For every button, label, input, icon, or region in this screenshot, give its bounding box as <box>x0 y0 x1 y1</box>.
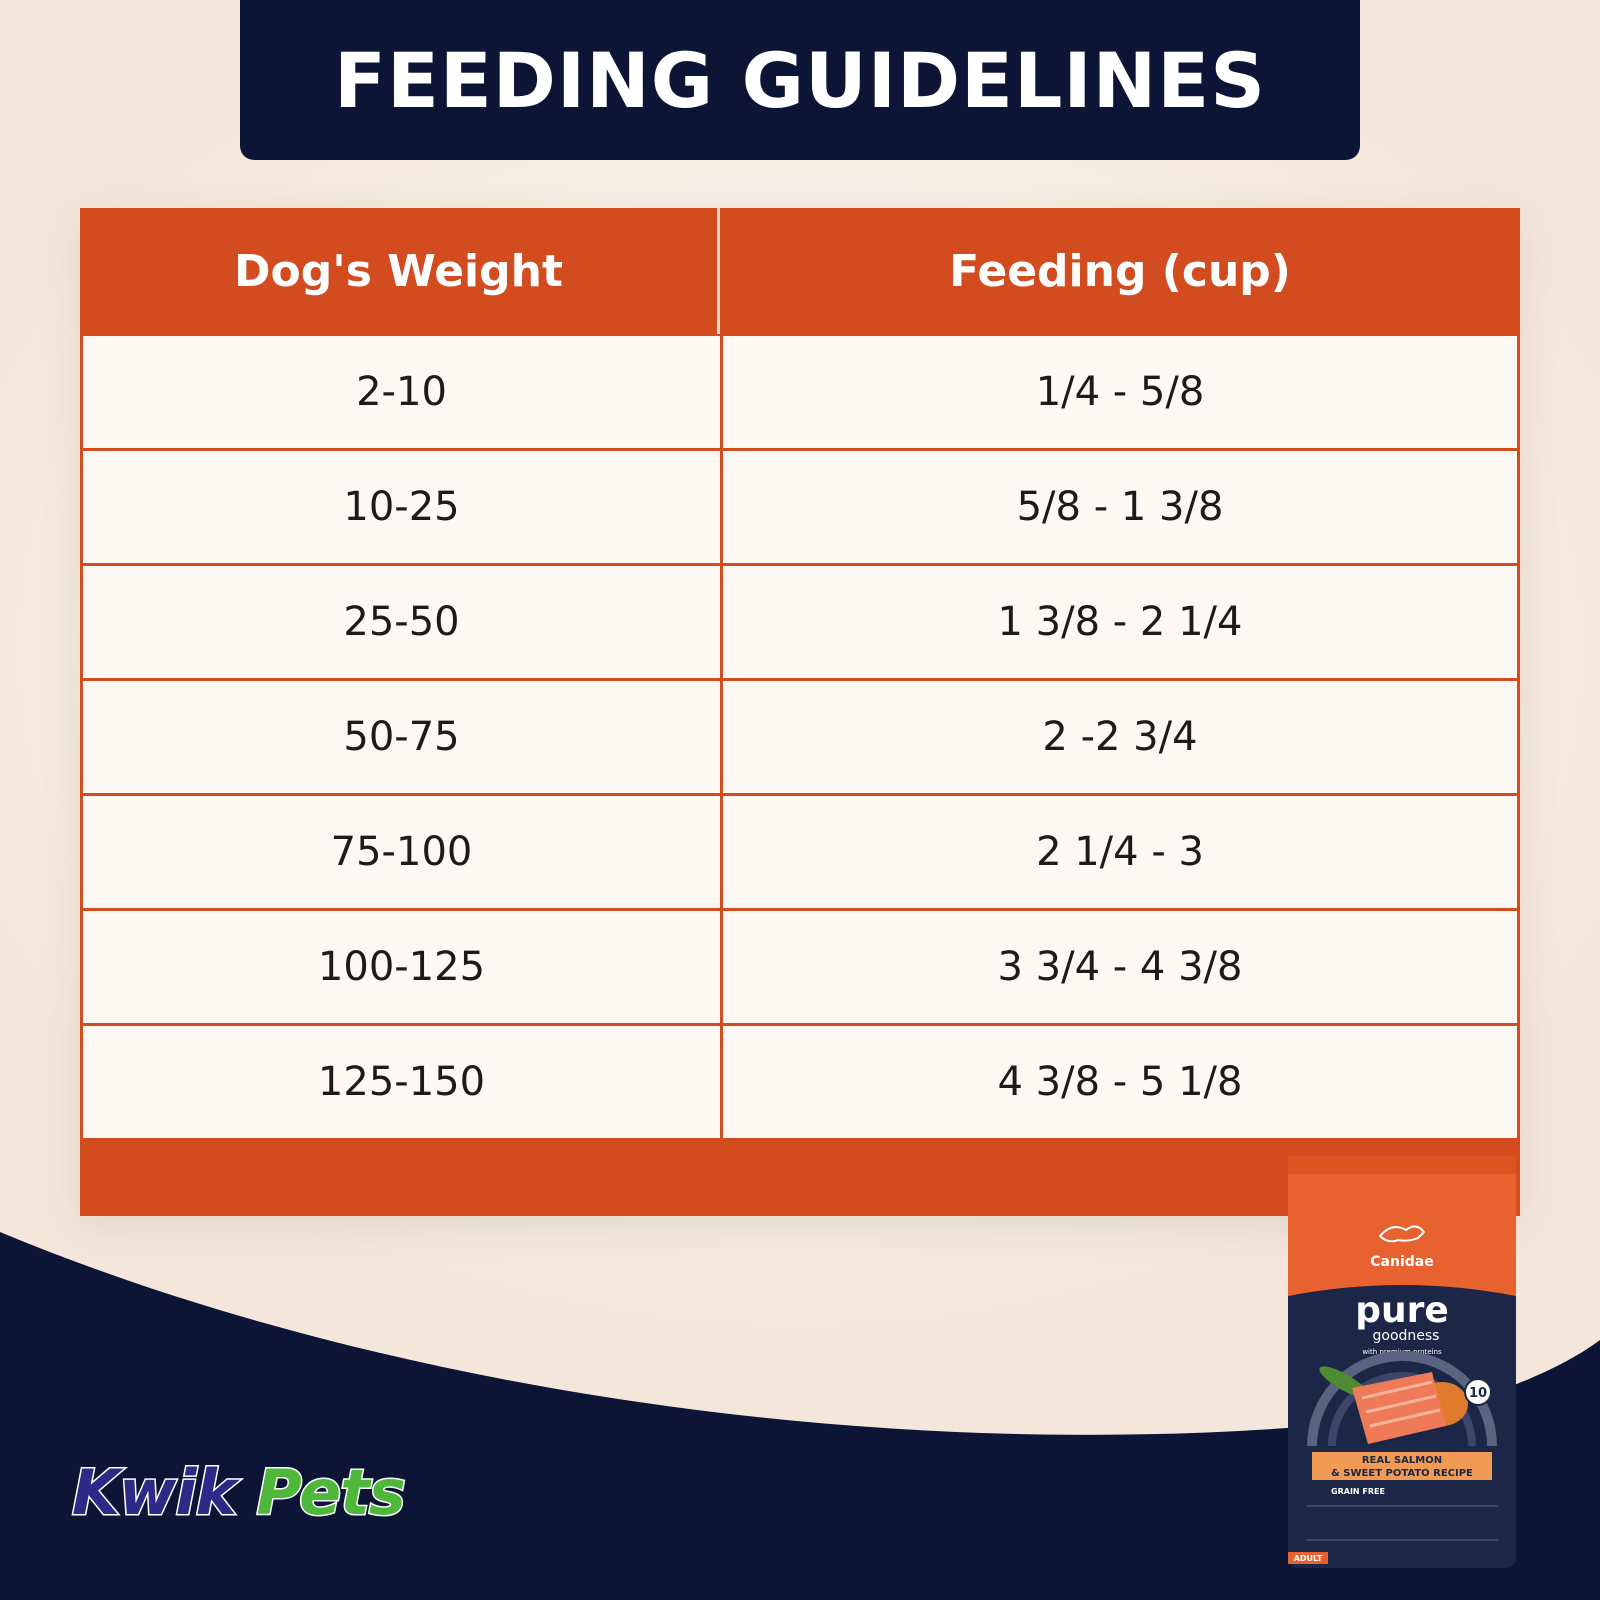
feeding-cell: 5/8 - 1 3/8 <box>723 451 1517 563</box>
table-row: 125-150 4 3/8 - 5 1/8 <box>83 1026 1517 1138</box>
weight-cell: 75-100 <box>83 796 720 908</box>
bag-line: pure <box>1355 1290 1449 1331</box>
feeding-cell: 1 3/8 - 2 1/4 <box>723 566 1517 678</box>
table-row: 75-100 2 1/4 - 3 <box>83 796 1517 908</box>
feeding-cell: 2 -2 3/4 <box>723 681 1517 793</box>
table-row: 100-125 3 3/4 - 4 3/8 <box>83 911 1517 1023</box>
feeding-cell: 1/4 - 5/8 <box>723 336 1517 448</box>
kwik-pets-logo: Kwik Pets <box>71 1455 408 1531</box>
badge-number: 10 <box>1469 1386 1487 1401</box>
page-title: FEEDING GUIDELINES <box>334 35 1266 125</box>
bag-seal <box>1288 1156 1516 1174</box>
feeding-cell: 2 1/4 - 3 <box>723 796 1517 908</box>
stage-tag <box>1288 1552 1328 1564</box>
table-header-row: Dog's Weight Feeding (cup) <box>80 208 1520 334</box>
feeding-cell: 4 3/8 - 5 1/8 <box>723 1026 1517 1138</box>
logo-kwik-text: Kwik <box>71 1455 239 1531</box>
salmon-stripes <box>1361 1380 1441 1428</box>
bag-arc-inner <box>1328 1372 1476 1447</box>
bag-subline: goodness <box>1373 1328 1440 1344</box>
weight-cell: 50-75 <box>83 681 720 793</box>
table-row: 50-75 2 -2 3/4 <box>83 681 1517 793</box>
column-header-feeding: Feeding (cup) <box>949 245 1291 297</box>
product-bag-image: Canidae pure goodness with premium prote… <box>1288 1156 1516 1568</box>
feeding-table: Dog's Weight Feeding (cup) 2-10 1/4 - 5/… <box>80 208 1520 1216</box>
ingredient-badge <box>1464 1378 1492 1406</box>
weight-cell: 125-150 <box>83 1026 720 1138</box>
weight-cell: 100-125 <box>83 911 720 1023</box>
recipe-banner <box>1312 1452 1492 1480</box>
weight-cell: 25-50 <box>83 566 720 678</box>
table-row: 10-25 5/8 - 1 3/8 <box>83 451 1517 563</box>
table-row: 25-50 1 3/8 - 2 1/4 <box>83 566 1517 678</box>
bag-arc <box>1307 1351 1497 1447</box>
dog-logo-icon <box>1378 1225 1426 1243</box>
grain-free-label: GRAIN FREE <box>1331 1487 1385 1496</box>
bag-brand: Canidae <box>1370 1254 1433 1270</box>
weight-cell: 10-25 <box>83 451 720 563</box>
recipe-line-1: REAL SALMON <box>1362 1455 1442 1466</box>
table-body: 2-10 1/4 - 5/8 10-25 5/8 - 1 3/8 25-50 1… <box>83 336 1517 1141</box>
stage-label: ADULT <box>1294 1554 1323 1563</box>
title-banner: FEEDING GUIDELINES <box>240 0 1360 160</box>
weight-cell: 2-10 <box>83 336 720 448</box>
recipe-line-2: & SWEET POTATO RECIPE <box>1331 1468 1473 1479</box>
table-row: 2-10 1/4 - 5/8 <box>83 336 1517 448</box>
bag-top-panel <box>1288 1156 1516 1296</box>
column-header-weight: Dog's Weight <box>80 208 720 334</box>
feeding-cell: 3 3/4 - 4 3/8 <box>723 911 1517 1023</box>
logo-pets-text: Pets <box>255 1455 407 1531</box>
